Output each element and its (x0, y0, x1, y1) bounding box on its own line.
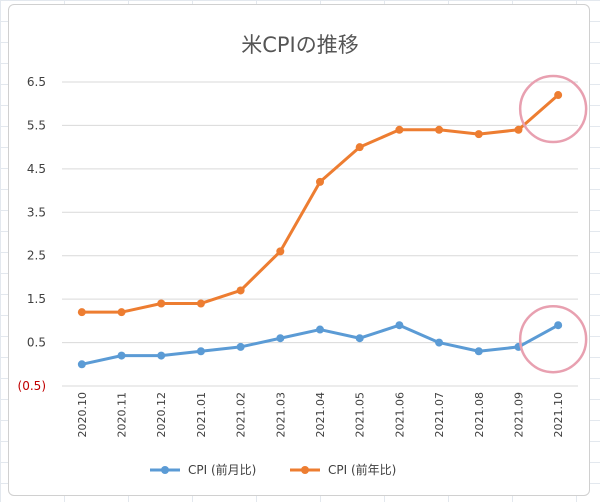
data-point (196, 347, 205, 356)
data-point (316, 177, 324, 186)
data-point (355, 334, 364, 343)
x-tick-label: 2021.02 (235, 392, 248, 438)
data-point (77, 308, 86, 317)
y-tick-label: (0.5) (18, 379, 46, 393)
y-tick-label: 3.5 (27, 205, 46, 219)
y-tick-label: 0.5 (27, 336, 46, 350)
x-tick-label: 2021.06 (393, 392, 406, 438)
x-axis-ticks: 2020.10 2020.11 2020.12 2021.01 2021.02 2021.… (76, 392, 565, 438)
data-point (474, 130, 483, 139)
data-point (395, 321, 404, 330)
x-tick-label: 2020.12 (155, 392, 168, 438)
series-lines (77, 91, 563, 369)
legend: CPI (前月比) CPI (前年比) (150, 462, 396, 477)
data-point (554, 91, 563, 100)
highlight-circles (518, 74, 588, 374)
data-point (435, 125, 444, 134)
x-tick-label: 2021.08 (473, 392, 486, 438)
chart-frame (8, 4, 590, 496)
y-tick-label: 4.5 (27, 162, 46, 176)
data-point (276, 334, 285, 343)
data-point (117, 351, 126, 360)
data-point (316, 325, 324, 334)
data-point (236, 342, 245, 351)
data-point (395, 125, 404, 134)
x-tick-label: 2021.07 (433, 392, 446, 438)
y-tick-label: 6.5 (27, 75, 46, 89)
x-tick-label: 2021.10 (552, 392, 565, 438)
y-axis-ticks: 6.5 5.5 4.5 3.5 2.5 1.5 0.5 (0.5) (18, 75, 46, 393)
series-line-1 (81, 93, 560, 314)
x-tick-label: 2021.04 (314, 392, 327, 438)
y-tick-label: 2.5 (27, 249, 46, 263)
legend-label: CPI (前年比) (328, 462, 396, 477)
data-point (435, 338, 444, 347)
legend-marker (301, 466, 309, 474)
data-point (514, 125, 523, 134)
y-tick-label: 5.5 (27, 118, 46, 132)
data-point (276, 247, 285, 256)
x-tick-label: 2020.11 (116, 392, 129, 438)
chart-title: 米CPIの推移 (241, 33, 359, 57)
data-point (474, 347, 483, 356)
x-tick-label: 2021.09 (512, 392, 525, 438)
data-point (236, 286, 245, 295)
highlight-circle-1 (518, 74, 588, 144)
data-point (196, 299, 205, 308)
x-tick-label: 2021.03 (274, 392, 287, 438)
x-tick-label: 2021.01 (195, 392, 208, 438)
data-point (554, 321, 563, 330)
y-tick-label: 1.5 (27, 292, 46, 306)
data-point (117, 308, 126, 317)
legend-label: CPI (前月比) (188, 462, 256, 477)
legend-marker (161, 466, 169, 474)
data-point (77, 360, 86, 369)
data-point (355, 143, 364, 152)
x-tick-label: 2020.10 (76, 392, 89, 438)
data-point (157, 299, 166, 308)
x-tick-label: 2021.05 (354, 392, 367, 438)
highlight-circle-0 (518, 304, 588, 374)
data-point (157, 351, 166, 360)
gridlines (62, 81, 578, 387)
